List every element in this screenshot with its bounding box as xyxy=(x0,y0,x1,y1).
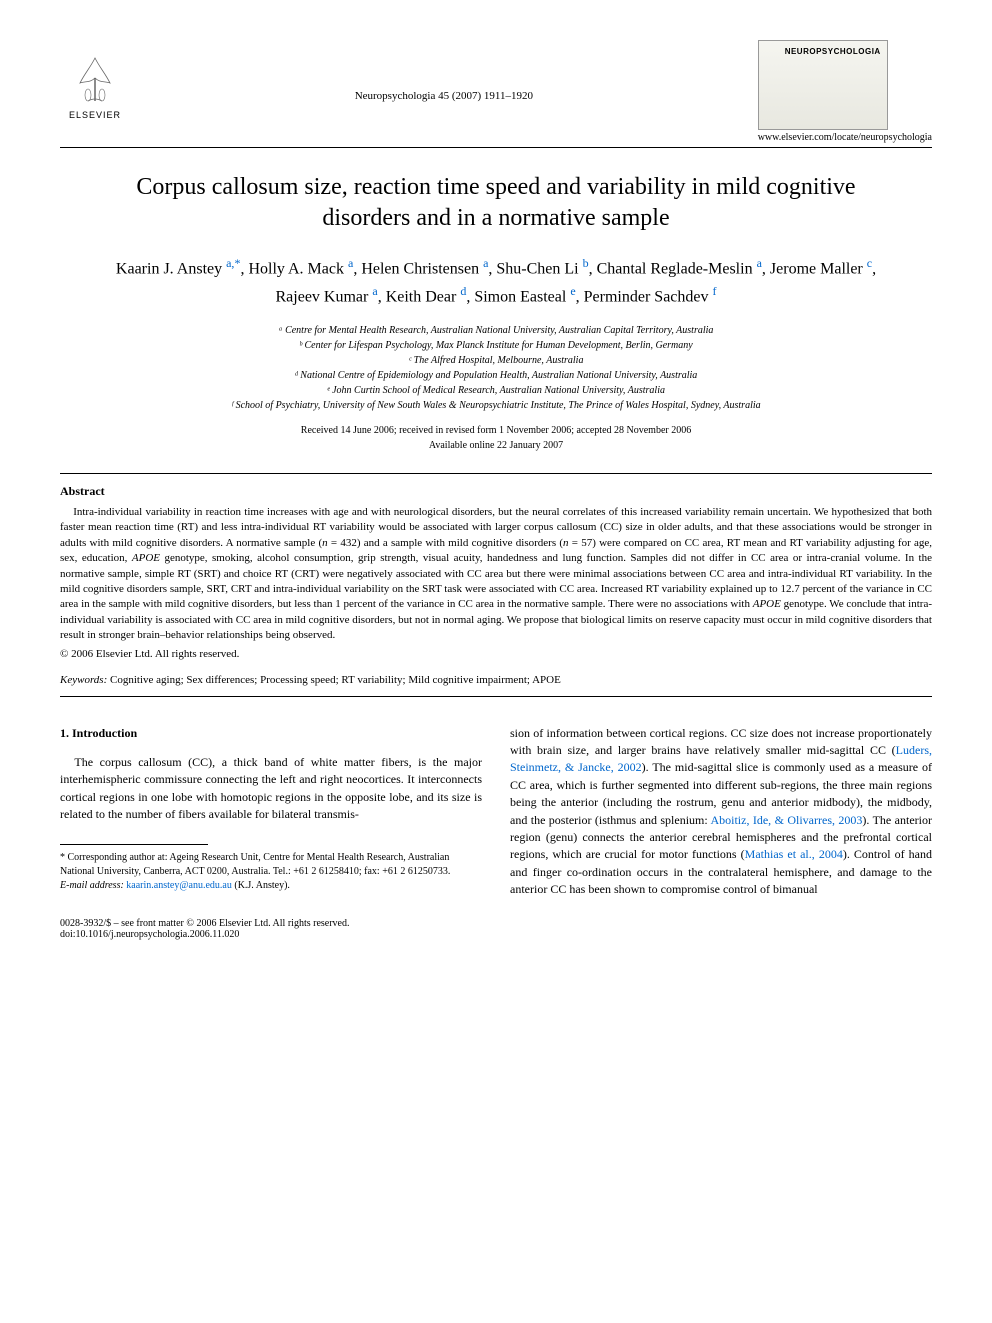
header-row: ELSEVIER Neuropsychologia 45 (2007) 1911… xyxy=(60,40,932,143)
citation-link[interactable]: Aboitiz, Ide, & Olivarres, 2003 xyxy=(710,813,862,827)
affiliation-line: ᶜ The Alfred Hospital, Melbourne, Austra… xyxy=(60,353,932,368)
affiliation-line: ᵈ National Centre of Epidemiology and Po… xyxy=(60,368,932,383)
email-suffix: (K.J. Anstey). xyxy=(234,880,290,891)
footnote-rule xyxy=(60,844,208,845)
citation-line: Neuropsychologia 45 (2007) 1911–1920 xyxy=(130,90,758,102)
header-rule xyxy=(60,147,932,148)
keywords-label: Keywords: xyxy=(60,674,107,686)
affiliation-line: ᵉ John Curtin School of Medical Research… xyxy=(60,383,932,398)
body-columns: 1. Introduction The corpus callosum (CC)… xyxy=(60,725,932,899)
corresponding-author-footnote: * Corresponding author at: Ageing Resear… xyxy=(60,851,482,879)
affiliations-list: ᵃ Centre for Mental Health Research, Aus… xyxy=(60,323,932,413)
keywords-bottom-rule xyxy=(60,696,932,697)
abstract-section: Abstract Intra-individual variability in… xyxy=(60,484,932,660)
affiliation-line: ᵃ Centre for Mental Health Research, Aus… xyxy=(60,323,932,338)
footer-row: 0028-3932/$ – see front matter © 2006 El… xyxy=(60,918,932,940)
intro-heading: 1. Introduction xyxy=(60,725,482,742)
footer-left: 0028-3932/$ – see front matter © 2006 El… xyxy=(60,918,349,940)
abstract-text: Intra-individual variability in reaction… xyxy=(60,505,932,644)
abstract-heading: Abstract xyxy=(60,484,932,499)
authors-list: Kaarin J. Anstey a,*, Holly A. Mack a, H… xyxy=(100,254,892,309)
left-column: 1. Introduction The corpus callosum (CC)… xyxy=(60,725,482,899)
elsevier-tree-icon xyxy=(70,53,120,108)
abstract-top-rule xyxy=(60,473,932,474)
available-date: Available online 22 January 2007 xyxy=(60,438,932,453)
header-center: Neuropsychologia 45 (2007) 1911–1920 xyxy=(130,40,758,102)
received-date: Received 14 June 2006; received in revis… xyxy=(60,423,932,438)
copyright-line: © 2006 Elsevier Ltd. All rights reserved… xyxy=(60,648,932,660)
keywords-text: Cognitive aging; Sex differences; Proces… xyxy=(110,674,561,686)
keywords-section: Keywords: Cognitive aging; Sex differenc… xyxy=(60,674,932,686)
publisher-logo: ELSEVIER xyxy=(60,40,130,120)
article-dates: Received 14 June 2006; received in revis… xyxy=(60,423,932,453)
issn-line: 0028-3932/$ – see front matter © 2006 El… xyxy=(60,918,349,929)
journal-cover-box: NEUROPSYCHOLOGIA xyxy=(758,40,888,130)
email-label: E-mail address: xyxy=(60,880,124,891)
publisher-name: ELSEVIER xyxy=(69,110,121,120)
email-footnote: E-mail address: kaarin.anstey@anu.edu.au… xyxy=(60,879,482,893)
email-link[interactable]: kaarin.anstey@anu.edu.au xyxy=(126,880,232,891)
citation-link[interactable]: Mathias et al., 2004 xyxy=(745,847,843,861)
journal-url: www.elsevier.com/locate/neuropsychologia xyxy=(758,132,932,143)
affiliation-line: ᶠ School of Psychiatry, University of Ne… xyxy=(60,398,932,413)
right-column: sion of information between cortical reg… xyxy=(510,725,932,899)
header-right: NEUROPSYCHOLOGIA www.elsevier.com/locate… xyxy=(758,40,932,143)
citation-link[interactable]: Luders, Steinmetz, & Jancke, 2002 xyxy=(510,743,932,774)
article-title: Corpus callosum size, reaction time spee… xyxy=(100,172,892,234)
affiliation-line: ᵇ Center for Lifespan Psychology, Max Pl… xyxy=(60,338,932,353)
intro-para-right: sion of information between cortical reg… xyxy=(510,725,932,899)
doi-line: doi:10.1016/j.neuropsychologia.2006.11.0… xyxy=(60,929,349,940)
intro-para-left: The corpus callosum (CC), a thick band o… xyxy=(60,754,482,824)
journal-box-title: NEUROPSYCHOLOGIA xyxy=(765,47,881,56)
